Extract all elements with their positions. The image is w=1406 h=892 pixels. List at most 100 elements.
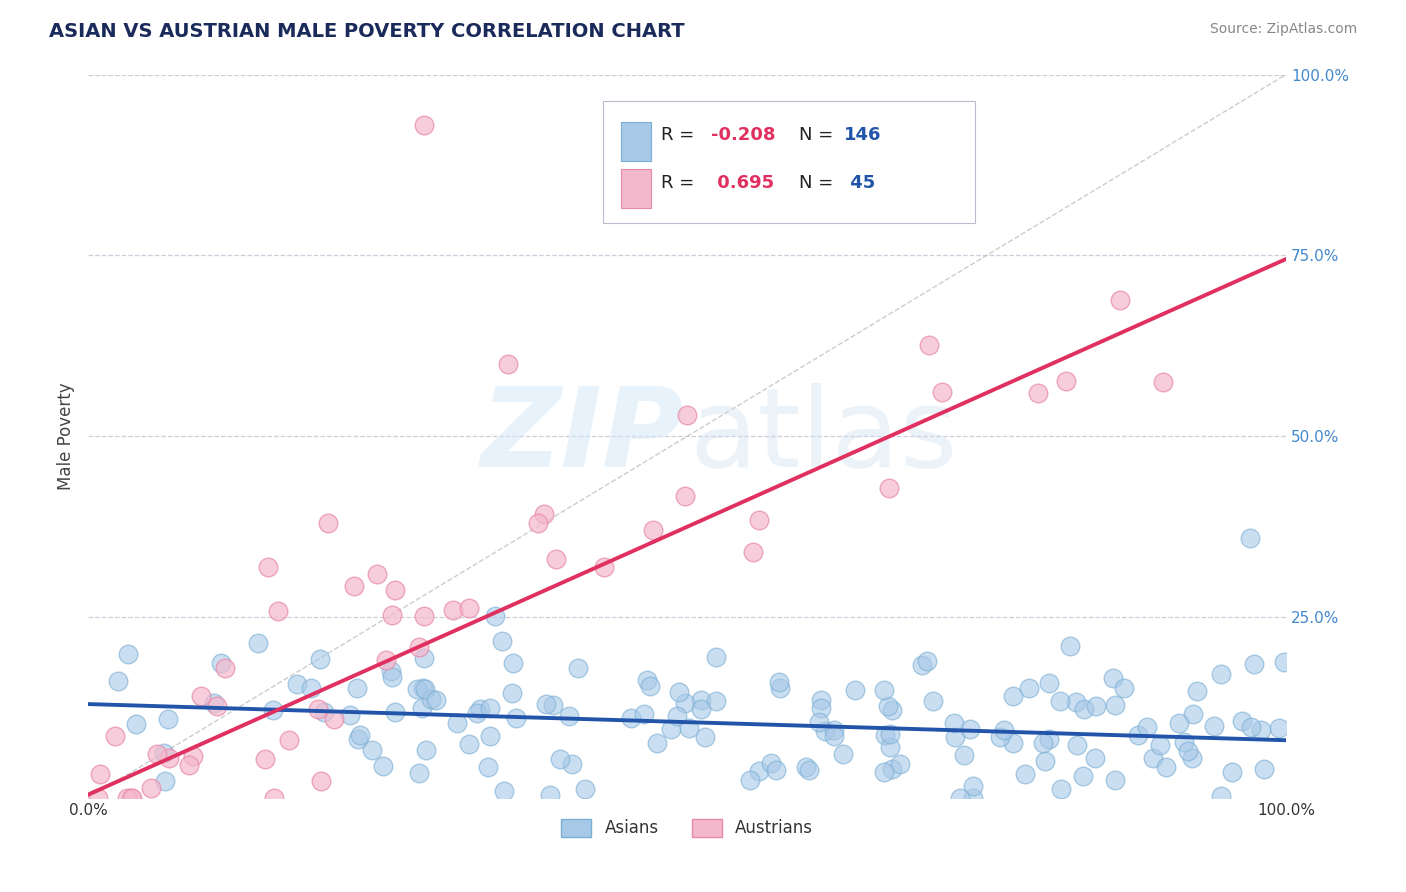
Point <box>567 661 589 675</box>
Point <box>748 513 770 527</box>
Point <box>484 609 506 624</box>
Point <box>1049 781 1071 796</box>
Point <box>117 647 139 661</box>
Point <box>411 700 433 714</box>
Point <box>1239 531 1261 545</box>
Text: ZIP: ZIP <box>481 383 685 490</box>
Point <box>153 773 176 788</box>
Point <box>768 681 790 695</box>
Point <box>465 706 488 720</box>
Point <box>808 715 831 730</box>
Point <box>246 636 269 650</box>
Point <box>307 702 329 716</box>
Point <box>794 759 817 773</box>
Point <box>1026 386 1049 401</box>
Point <box>1038 732 1060 747</box>
Point <box>1230 714 1253 729</box>
Point <box>620 711 643 725</box>
Point <box>361 743 384 757</box>
Point <box>262 704 284 718</box>
Point <box>87 791 110 805</box>
Point <box>1126 728 1149 742</box>
Point <box>546 552 568 566</box>
Point <box>1104 698 1126 712</box>
Point <box>1066 739 1088 753</box>
Point <box>492 784 515 798</box>
Point <box>425 693 447 707</box>
Point <box>146 747 169 762</box>
Point <box>371 758 394 772</box>
Point <box>666 709 689 723</box>
Point <box>592 560 614 574</box>
Point <box>1211 789 1233 803</box>
Point <box>179 757 201 772</box>
Point <box>636 673 658 687</box>
Point <box>1018 681 1040 695</box>
Point <box>1073 702 1095 716</box>
Point <box>491 633 513 648</box>
Point <box>915 654 938 668</box>
Point <box>309 774 332 789</box>
Point <box>918 338 941 352</box>
Point <box>765 763 787 777</box>
Point <box>558 708 581 723</box>
Point <box>384 583 406 598</box>
Point <box>441 603 464 617</box>
Point <box>690 693 713 707</box>
Point <box>875 729 897 743</box>
Bar <box>621 169 651 209</box>
Point <box>1177 744 1199 758</box>
Legend: Asians, Austrians: Asians, Austrians <box>554 812 820 844</box>
Text: 0.695: 0.695 <box>711 174 775 192</box>
Point <box>458 737 481 751</box>
Point <box>458 601 481 615</box>
Point <box>1240 720 1263 734</box>
Point <box>943 715 966 730</box>
Point <box>877 698 900 713</box>
Point <box>257 559 280 574</box>
Point <box>299 681 322 695</box>
Point <box>1152 375 1174 389</box>
Point <box>267 604 290 618</box>
Point <box>1142 751 1164 765</box>
Point <box>346 681 368 695</box>
Point <box>1002 736 1025 750</box>
Point <box>948 791 970 805</box>
Point <box>823 729 845 743</box>
Point <box>880 762 903 776</box>
Point <box>882 702 904 716</box>
Point <box>676 408 699 422</box>
Point <box>1054 374 1077 388</box>
Point <box>673 489 696 503</box>
Point <box>810 693 832 707</box>
Point <box>1102 671 1125 685</box>
Point <box>366 566 388 581</box>
Point <box>1154 759 1177 773</box>
Point <box>1084 751 1107 765</box>
Text: N =: N = <box>799 174 838 192</box>
Point <box>277 733 299 747</box>
Point <box>1180 750 1202 764</box>
Point <box>479 700 502 714</box>
Bar <box>621 121 651 161</box>
Text: 45: 45 <box>844 174 876 192</box>
Point <box>408 766 430 780</box>
Point <box>877 482 900 496</box>
Point <box>375 653 398 667</box>
Point <box>156 712 179 726</box>
Point <box>748 764 770 779</box>
Point <box>879 739 901 754</box>
Point <box>740 773 762 788</box>
Point <box>1032 736 1054 750</box>
Point <box>741 545 763 559</box>
Point <box>139 781 162 796</box>
Point <box>673 696 696 710</box>
Point <box>797 764 820 778</box>
Text: Source: ZipAtlas.com: Source: ZipAtlas.com <box>1209 22 1357 37</box>
Text: R =: R = <box>661 174 700 192</box>
Point <box>1064 695 1087 709</box>
Point <box>633 706 655 721</box>
Point <box>561 756 583 771</box>
Point <box>214 661 236 675</box>
Point <box>1173 735 1195 749</box>
